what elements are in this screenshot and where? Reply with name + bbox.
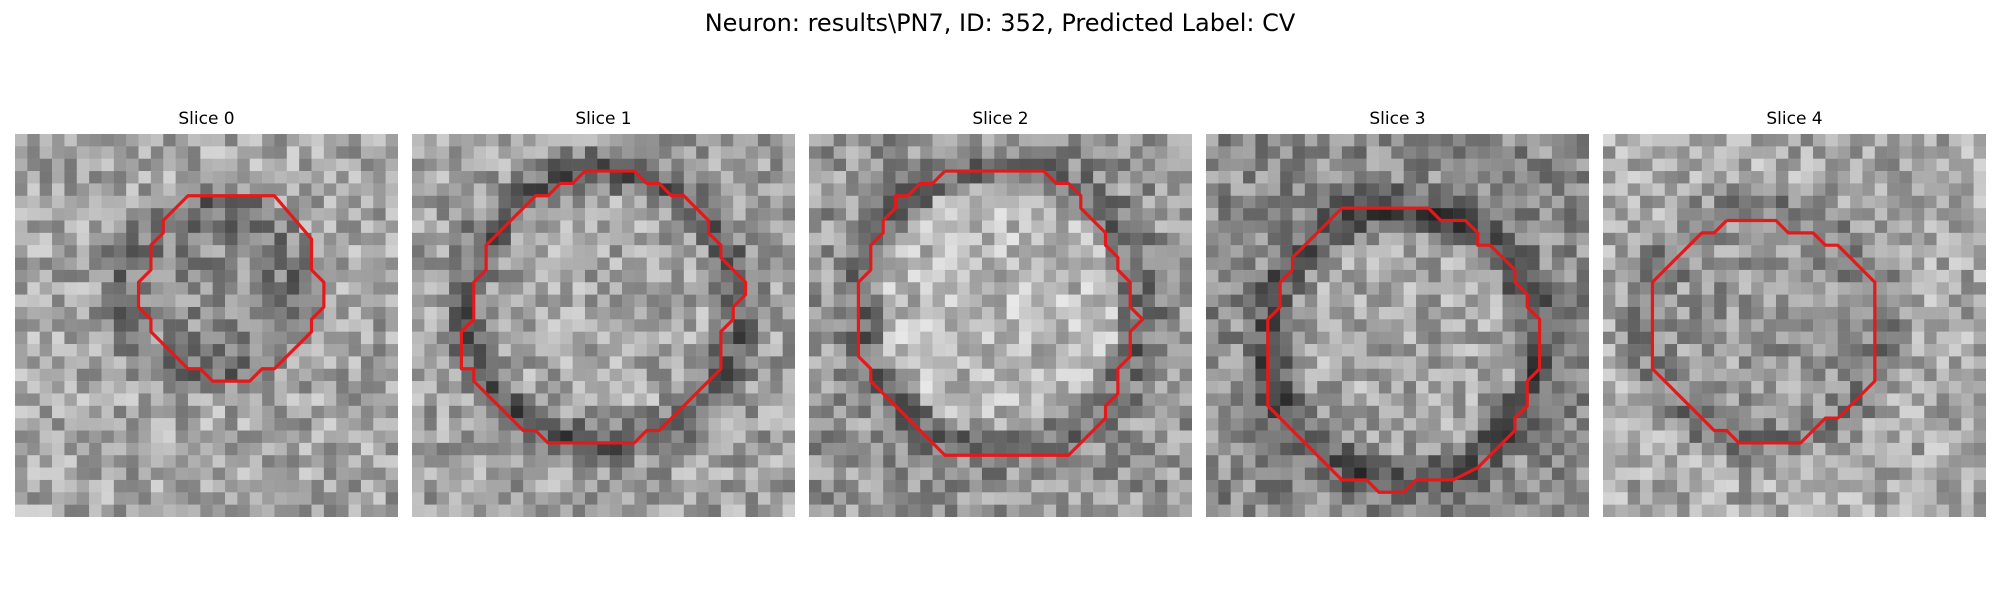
slice-title: Slice 4 <box>1766 109 1823 129</box>
slice-panel-0: Slice 0 <box>15 106 398 517</box>
slice-pixels <box>1603 134 1986 517</box>
slice-title: Slice 1 <box>575 109 632 129</box>
slice-contour <box>856 169 1145 457</box>
slice-pixels <box>809 134 1192 517</box>
slice-pixels <box>15 134 398 517</box>
slice-image <box>412 134 795 517</box>
slice-contour <box>1650 218 1877 445</box>
slice-contour <box>136 194 326 383</box>
slice-pixels <box>1206 134 1589 517</box>
slice-title: Slice 3 <box>1369 109 1426 129</box>
slice-title: Slice 0 <box>178 109 235 129</box>
figure-title: Neuron: results\PN7, ID: 352, Predicted … <box>704 9 1296 37</box>
slice-panel-2: Slice 2 <box>809 106 1192 517</box>
slice-panel-1: Slice 1 <box>412 106 795 517</box>
slice-title: Slice 2 <box>972 109 1029 129</box>
slice-image <box>1603 134 1986 517</box>
slice-image <box>15 134 398 517</box>
slice-image <box>809 134 1192 517</box>
slice-panel-4: Slice 4 <box>1603 106 1986 517</box>
slice-contour <box>459 169 748 445</box>
slice-panel-3: Slice 3 <box>1206 106 1589 517</box>
slice-pixels <box>412 134 795 517</box>
slice-contour <box>1266 206 1542 494</box>
slice-image <box>1206 134 1589 517</box>
